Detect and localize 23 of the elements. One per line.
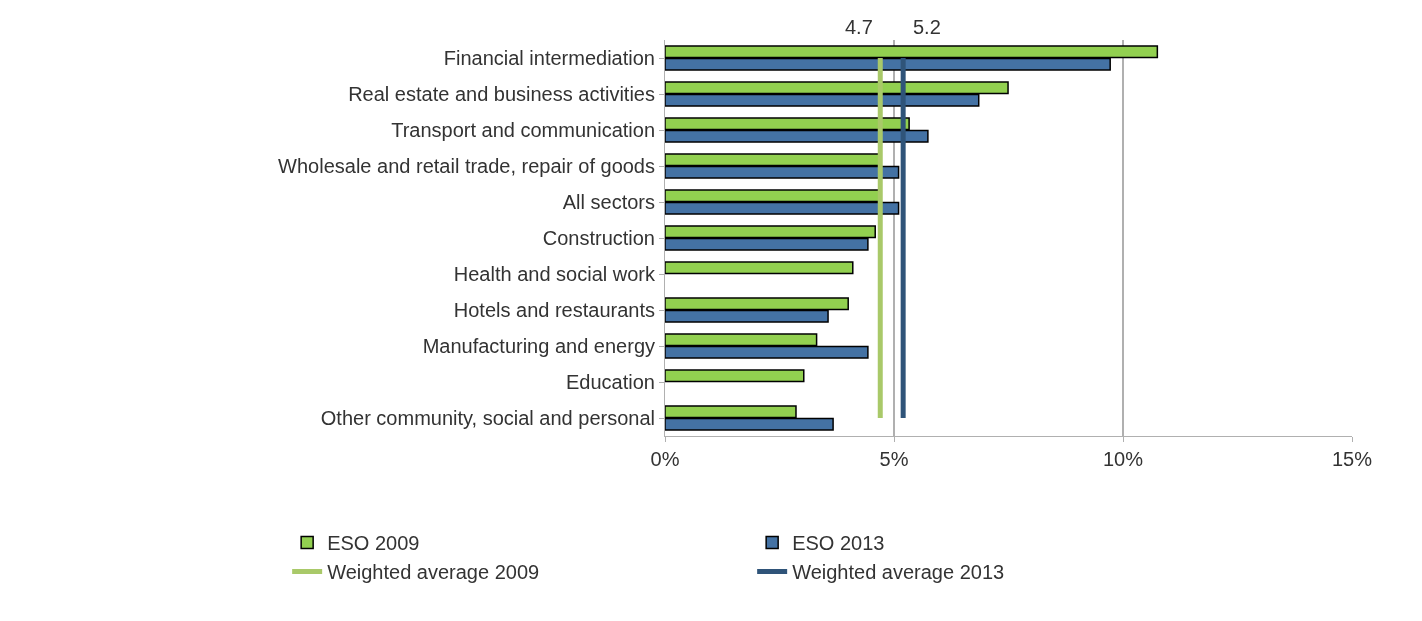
y-tick-label: All sectors — [562, 191, 655, 213]
y-tick-label: Real estate and business activities — [348, 83, 655, 105]
y-tick-label: Hotels and restaurants — [453, 299, 655, 321]
legend-label: Weighted average 2009 — [327, 561, 540, 584]
y-tick-label: Health and social work — [453, 263, 656, 285]
x-tick-label: 5% — [879, 448, 909, 470]
y-tick-label: Other community, social and personal — [320, 407, 655, 429]
legend-label: ESO 2013 — [792, 532, 885, 555]
y-tick-label: Wholesale and retail trade, repair of goods — [278, 155, 655, 177]
y-tick-label: Education — [566, 371, 655, 393]
legend-label: ESO 2009 — [327, 532, 420, 555]
x-tick-label: 0% — [650, 448, 680, 470]
bar — [665, 369, 805, 383]
y-tick-label: Financial intermediation — [443, 47, 655, 69]
bar — [665, 261, 854, 275]
legend-label: Weighted average 2013 — [792, 561, 1005, 584]
text: 4.7 — [845, 16, 873, 38]
x-tick-label: 15% — [1331, 448, 1373, 470]
y-tick-label: Construction — [542, 227, 655, 249]
x-tick-label: 10% — [1102, 448, 1144, 470]
y-tick-label: Transport and communication — [391, 119, 655, 141]
text: 5.2 — [913, 16, 941, 38]
y-tick-label: Manufacturing and energy — [422, 335, 655, 357]
